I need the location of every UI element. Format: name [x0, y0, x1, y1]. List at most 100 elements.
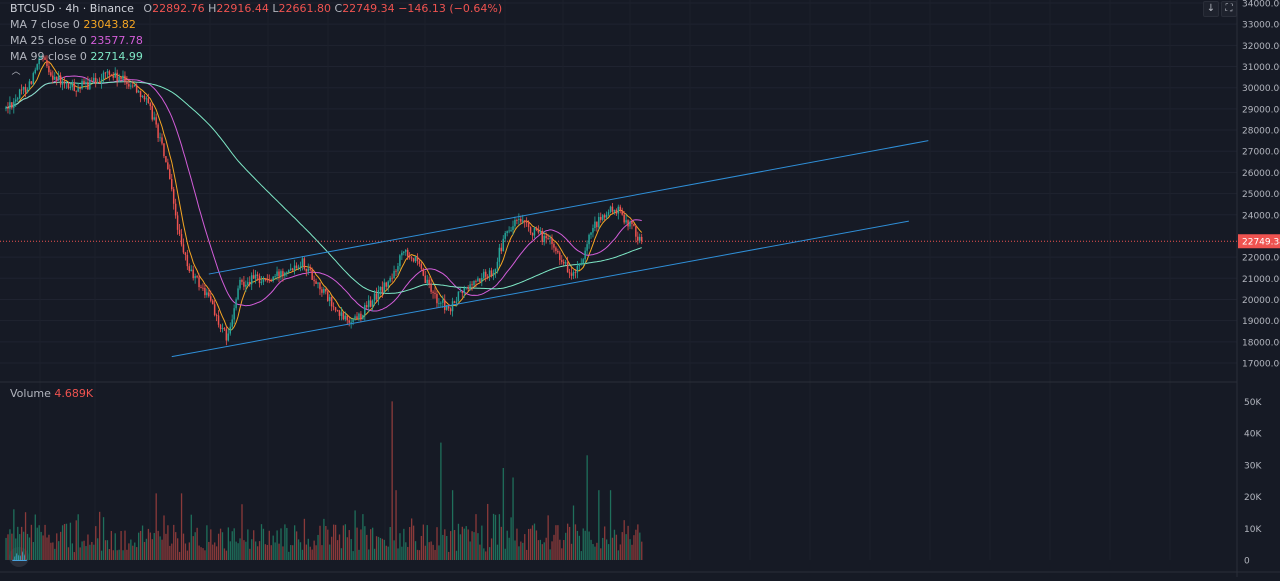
volume-bar: [576, 530, 579, 560]
volume-bar: [22, 531, 25, 560]
candle-body: [631, 221, 633, 225]
volume-axis[interactable]: 50K 40K 30K 20K 10K 0: [1244, 398, 1262, 567]
symbol-legend[interactable]: BTCUSD · 4h · Binance O22892.76 H22916.4…: [10, 2, 503, 15]
volume-bar: [467, 529, 469, 560]
collapse-legend-icon[interactable]: ︿: [11, 67, 21, 77]
candle-body: [130, 85, 132, 87]
price-tick-label: 20000.00: [1242, 296, 1280, 306]
candle-body: [221, 328, 224, 329]
volume-bar: [147, 528, 150, 560]
volume-bar: [69, 522, 72, 560]
volume-bar: [276, 530, 278, 560]
candle-body: [278, 271, 280, 277]
price-tick-label: 34000.00: [1242, 0, 1280, 10]
volume-bar: [358, 549, 360, 560]
candle-body: [488, 270, 491, 277]
candle-body: [387, 281, 389, 287]
volume-bar: [411, 518, 413, 560]
ma7-legend[interactable]: MA 7 close 0 23043.82: [10, 18, 136, 32]
ma99-legend[interactable]: MA 99 close 0 22714.99: [10, 50, 143, 64]
candle-body: [15, 99, 17, 102]
candle-body: [83, 80, 85, 84]
volume-bar: [545, 537, 547, 560]
volume-bar: [36, 527, 38, 560]
volume-bar: [385, 545, 387, 560]
volume-bar: [370, 529, 372, 560]
volume-bar: [104, 540, 107, 560]
candle-body: [330, 297, 333, 307]
volume-bar: [442, 534, 444, 560]
volume-bar: [334, 524, 337, 560]
candle-body: [605, 214, 608, 218]
candle-body: [506, 231, 508, 234]
volume-bar: [602, 537, 604, 560]
volume-bar: [565, 532, 567, 560]
candle-body: [520, 219, 522, 222]
candle-body: [537, 230, 540, 233]
candle-body: [291, 268, 294, 270]
volume-bar: [118, 549, 120, 560]
volume-bar: [424, 545, 426, 560]
candle-body: [576, 265, 579, 273]
candle-body: [137, 91, 140, 93]
volume-bar: [479, 544, 481, 560]
volume-bar: [340, 548, 343, 560]
volume-bar: [537, 540, 540, 560]
volume-bar: [309, 546, 311, 560]
price-tick-label: 28000.00: [1242, 127, 1280, 137]
volume-bar: [641, 541, 643, 560]
candles: [5, 54, 643, 346]
candle-body: [475, 281, 477, 282]
candle-body: [603, 215, 606, 218]
volume-bar: [30, 524, 33, 560]
candle-body: [313, 279, 315, 282]
candle-body: [249, 282, 251, 285]
candle-body: [32, 73, 35, 84]
volume-bar: [588, 531, 590, 560]
candle-body: [588, 234, 590, 245]
volume-bar: [336, 540, 339, 560]
candle-body: [77, 88, 79, 92]
fullscreen-icon[interactable]: ⛶: [1221, 1, 1237, 17]
volume-bar: [260, 524, 263, 560]
candle-body: [241, 279, 243, 282]
volume-bar: [38, 525, 40, 560]
candle-body: [535, 227, 538, 231]
trend-channel[interactable]: [171, 140, 929, 358]
candle-body: [57, 75, 60, 80]
candle-body: [442, 299, 444, 303]
volume-bar: [627, 525, 629, 560]
candle-body: [533, 227, 536, 236]
volume-bar: [561, 548, 563, 560]
volume-bar: [389, 527, 391, 560]
volume-bar: [106, 540, 109, 560]
volume-bar: [266, 544, 268, 560]
arrow-down-icon[interactable]: ↓: [1203, 1, 1219, 17]
volume-bar: [141, 525, 144, 560]
candle-body: [128, 84, 130, 87]
ma25-legend[interactable]: MA 25 close 0 23577.78: [10, 34, 143, 48]
volume-bar: [510, 517, 512, 560]
candle-body: [120, 76, 122, 80]
volume-bar: [444, 529, 446, 560]
candle-body: [440, 302, 442, 304]
candle-body: [301, 258, 304, 267]
price-axis[interactable]: 34000.00 33000.00 32000.00 31000.00 30000.00…: [1238, 0, 1280, 370]
volume-bar: [42, 535, 44, 560]
candle-body: [629, 221, 631, 227]
candle-body: [334, 307, 337, 311]
symbol-name[interactable]: BTCUSD: [10, 2, 55, 15]
candle-body: [208, 292, 210, 297]
interval-label[interactable]: 4h: [65, 2, 80, 15]
volume-bar: [354, 510, 356, 560]
candle-body: [621, 210, 623, 215]
candle-body: [22, 86, 25, 90]
candle-body: [344, 315, 347, 320]
high-value: 22916.44: [216, 2, 269, 15]
volume-bar: [262, 528, 265, 560]
volume-bar: [24, 512, 27, 560]
volume-legend[interactable]: Volume 4.689K: [10, 387, 93, 401]
candle-body: [385, 282, 387, 287]
